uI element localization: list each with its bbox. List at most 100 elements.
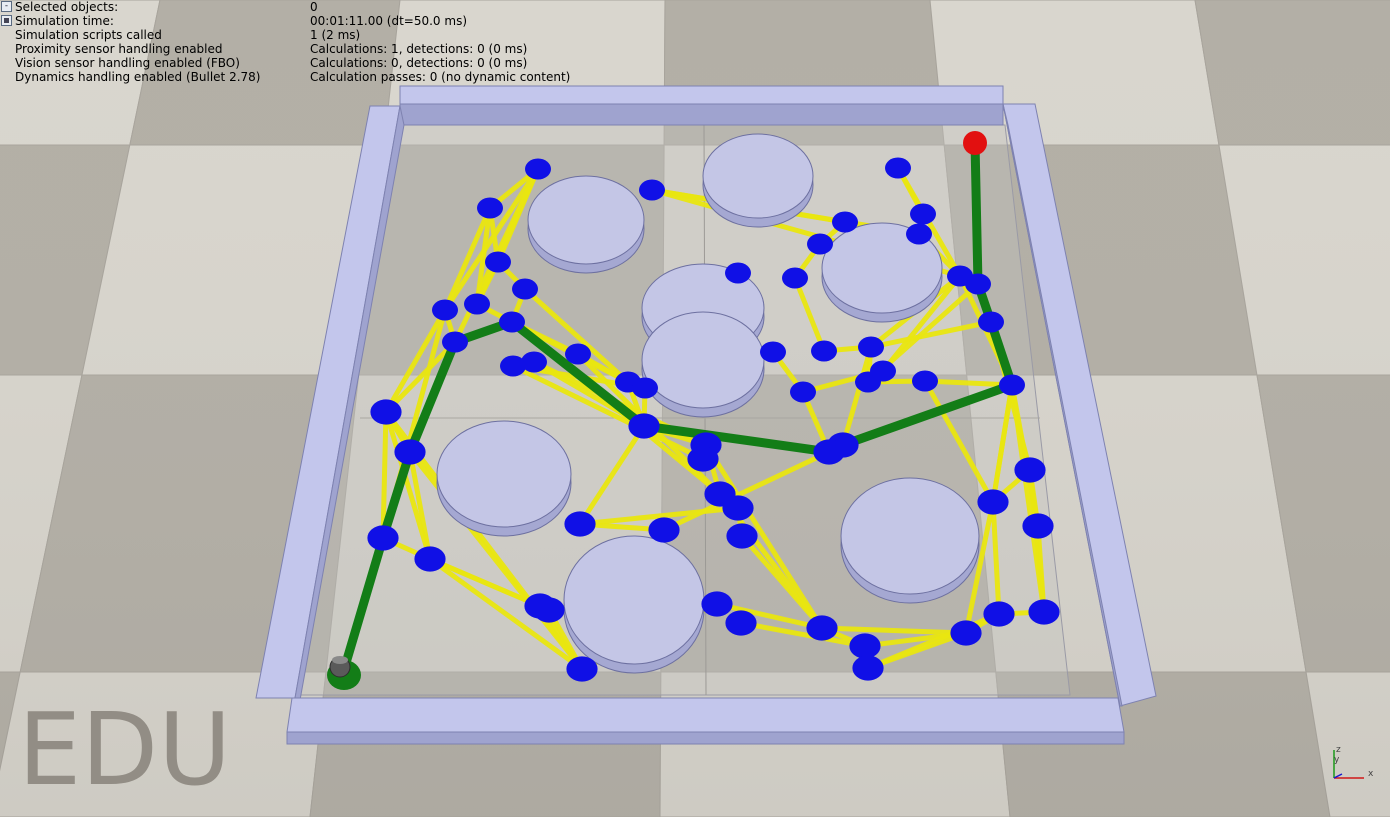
roadmap-edges (380, 165, 1047, 672)
info-value: Calculation passes: 0 (no dynamic conten… (310, 70, 571, 84)
roadmap-edge (661, 449, 832, 533)
right-wall-face (1002, 103, 1123, 707)
roadmap-node (855, 371, 881, 393)
roadmap-edge (868, 319, 994, 350)
info-label: Simulation scripts called (15, 28, 162, 42)
simulation-info-panel: - Selected objects: 0 Simulation time: 00:01… (0, 0, 620, 84)
roadmap-edge (383, 307, 448, 415)
info-label: Simulation time: (15, 14, 114, 28)
roadmap-node (806, 615, 838, 641)
roadmap-edge (738, 620, 868, 649)
roadmap-node (500, 355, 526, 377)
roadmap-node (512, 278, 538, 300)
cylinder-top (641, 311, 765, 409)
info-value: 00:01:11.00 (dt=50.0 ms) (310, 14, 468, 28)
roadmap-node (910, 203, 936, 225)
back-wall-top (399, 85, 1004, 105)
cylinder-top (563, 535, 705, 665)
info-row: Simulation scripts called 1 (2 ms) (0, 28, 620, 42)
roadmap-node (566, 656, 598, 682)
roadmap-edge (963, 499, 996, 636)
info-label: Selected objects: (15, 0, 119, 14)
roadmap-node (722, 495, 754, 521)
roadmap-node (648, 517, 680, 543)
start-goal-markers (327, 131, 987, 690)
cylinder-obstacle (641, 311, 765, 418)
roadmap-node (811, 340, 837, 362)
roadmap-node (983, 601, 1015, 627)
roadmap-node (701, 591, 733, 617)
front-wall-face (286, 731, 1125, 745)
checkbox-icon[interactable] (1, 15, 12, 26)
cylinder-top (702, 133, 814, 219)
roadmap-node (485, 251, 511, 273)
roadmap-node (760, 341, 786, 363)
roadmap-node (726, 523, 758, 549)
cylinder-obstacle (436, 420, 572, 537)
info-row: Dynamics handling enabled (Bullet 2.78) C… (0, 70, 620, 84)
roadmap-edge (819, 625, 969, 636)
roadmap-node (1014, 457, 1046, 483)
roadmap-node (628, 413, 660, 439)
roadmap-edge (1009, 382, 1047, 615)
roadmap-node (464, 293, 490, 315)
roadmap-edge (865, 611, 1002, 671)
roadmap-node (978, 311, 1004, 333)
axis-triad-icon: z y x (1333, 745, 1374, 779)
axis-y-label: y (1334, 755, 1340, 765)
roadmap-edge (380, 409, 389, 541)
roadmap-node (521, 351, 547, 373)
roadmap-edge (922, 378, 996, 505)
roadmap-node (525, 158, 551, 180)
cylinder-obstacle (702, 133, 814, 228)
cylinder-obstacle (563, 535, 705, 674)
roadmap-edge (442, 205, 493, 313)
roadmap-node (999, 374, 1025, 396)
roadmap-edge (474, 166, 541, 307)
roadmap-node (477, 197, 503, 219)
info-label: Vision sensor handling enabled (FBO) (15, 56, 240, 70)
info-row: - Selected objects: 0 (0, 0, 620, 14)
collapse-icon[interactable]: - (1, 1, 12, 12)
roadmap-node (367, 525, 399, 551)
roadmap-node (533, 597, 565, 623)
cylinder-obstacle (821, 222, 943, 323)
roadmap-node (394, 439, 426, 465)
roadmap-edge (990, 382, 1015, 505)
info-value: Calculations: 1, detections: 0 (0 ms) (310, 42, 528, 56)
edu-watermark: EDU (18, 691, 232, 808)
roadmap-edge (922, 378, 1015, 388)
roadmap-edge (427, 556, 585, 672)
info-row: Vision sensor handling enabled (FBO) Calc… (0, 56, 620, 70)
front-wall-top (286, 697, 1125, 733)
cylinder-obstacle (527, 175, 645, 274)
axis-x-label: x (1368, 769, 1374, 779)
info-value: Calculations: 0, detections: 0 (0 ms) (310, 56, 528, 70)
info-label: Proximity sensor handling enabled (15, 42, 223, 56)
roadmap-edge (442, 166, 541, 313)
roadmap-node (725, 262, 751, 284)
roadmap-nodes (367, 157, 1060, 682)
roadmap-node (885, 157, 911, 179)
roadmap-node (813, 439, 845, 465)
back-wall-face (399, 103, 1004, 126)
roadmap-node (639, 179, 665, 201)
roadmap-node (687, 446, 719, 472)
roadmap-node (790, 381, 816, 403)
cylinder-top (527, 175, 645, 265)
roadmap-node (852, 655, 884, 681)
roadmap-node (432, 299, 458, 321)
info-row: Proximity sensor handling enabled Calcula… (0, 42, 620, 56)
roadmap-edge (577, 423, 647, 527)
cylinder-obstacles (436, 133, 980, 674)
goal-marker (963, 131, 987, 155)
roadmap-node (965, 273, 991, 295)
roadmap-edge (990, 499, 1002, 617)
roadmap-node (442, 331, 468, 353)
roadmap-edge (840, 344, 874, 448)
cylinder-obstacle (840, 477, 980, 604)
roadmap-edge (383, 339, 458, 415)
roadmap-node (1022, 513, 1054, 539)
